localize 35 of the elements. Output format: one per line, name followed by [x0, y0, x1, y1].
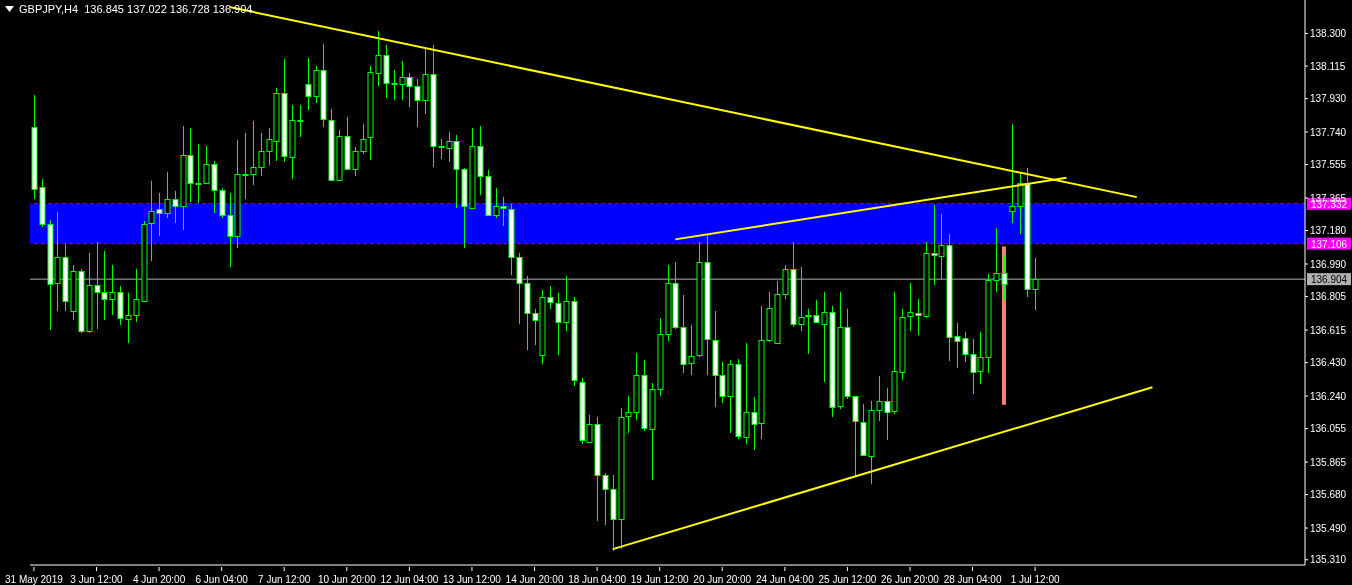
x-tick-label: 19 Jun 12:00	[630, 574, 690, 585]
ref-line-label: 137.106	[1310, 238, 1348, 250]
x-tick-label: 25 Jun 12:00	[818, 574, 877, 585]
y-tick-label: 137.740	[1310, 126, 1347, 138]
y-tick-label: 135.490	[1310, 522, 1347, 534]
x-tick-label: 1 Jul 12:00	[1010, 574, 1061, 585]
y-tick-label: 136.805	[1310, 291, 1347, 303]
x-tick-label: 18 Jun 04:00	[568, 574, 627, 585]
x-tick-label: 24 Jun 04:00	[755, 574, 815, 585]
x-tick-label: 26 Jun 20:00	[881, 574, 940, 585]
x-tick-label: 4 Jun 20:00	[132, 574, 186, 585]
y-tick-label: 136.615	[1310, 324, 1347, 336]
y-tick-label: 136.430	[1310, 357, 1347, 369]
x-tick-label: 13 Jun 12:00	[443, 574, 502, 585]
x-tick-label: 10 Jun 20:00	[317, 574, 377, 585]
y-tick-label: 137.930	[1310, 93, 1347, 105]
x-tick-label: 6 Jun 04:00	[195, 574, 249, 585]
y-tick-label: 135.865	[1310, 456, 1347, 468]
x-tick-label: 14 Jun 20:00	[505, 574, 564, 585]
x-tick-label: 20 Jun 20:00	[693, 574, 752, 585]
y-tick-label: 136.240	[1310, 390, 1347, 402]
y-tick-label: 138.115	[1310, 60, 1346, 72]
y-tick-label: 135.680	[1310, 489, 1347, 501]
ref-line-label: 136.904	[1310, 274, 1348, 286]
x-tick-label: 3 Jun 12:00	[70, 574, 124, 585]
x-tick-label: 12 Jun 04:00	[380, 574, 439, 585]
y-tick-label: 137.555	[1310, 159, 1347, 171]
y-tick-label: 136.990	[1310, 258, 1347, 270]
x-tick-label: 7 Jun 12:00	[258, 574, 311, 585]
x-tick-label: 31 May 2019	[5, 574, 64, 585]
x-tick-label: 28 Jun 04:00	[943, 574, 1002, 585]
y-tick-label: 137.180	[1310, 225, 1347, 237]
y-tick-label: 138.300	[1310, 27, 1347, 39]
y-tick-label: 136.055	[1310, 423, 1347, 435]
y-tick-label: 135.310	[1310, 554, 1347, 566]
